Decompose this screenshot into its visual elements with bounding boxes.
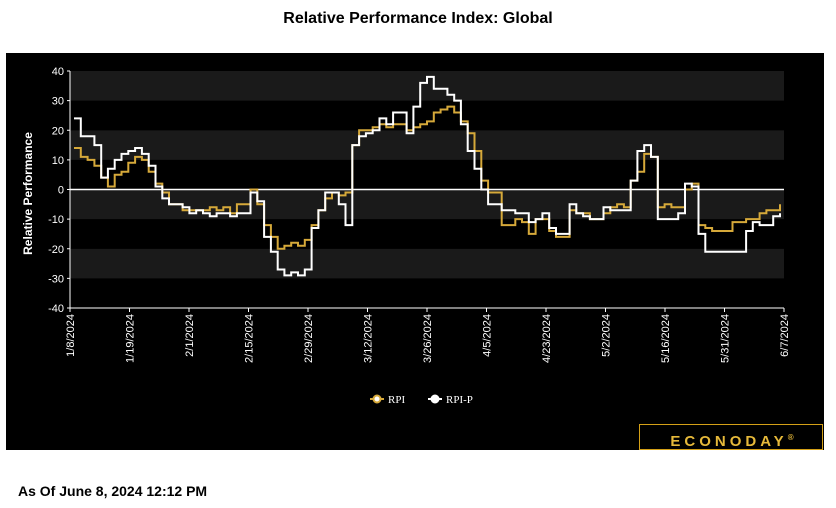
- x-tick-labels: 1/8/2024 1/19/2024 2/1/2024 2/15/2024 2/29/2…: [65, 308, 791, 363]
- legend-marker: [430, 394, 440, 404]
- logo-text: ECONODAY: [670, 433, 788, 450]
- y-tick-label: -30: [48, 273, 64, 285]
- band--40--30: [70, 278, 784, 308]
- y-tick-label: 10: [52, 155, 64, 167]
- band--20--10: [70, 219, 784, 249]
- band-20-30: [70, 100, 784, 131]
- logo-registered-mark: ®: [787, 433, 794, 442]
- y-tick-label: 0: [58, 185, 64, 197]
- x-tick-label: 6/7/2024: [779, 314, 791, 357]
- background-bands: [70, 71, 784, 308]
- y-tick-label: -10: [48, 214, 64, 226]
- chart-title: Relative Performance Index: Global: [283, 10, 553, 27]
- x-tick-label: 4/23/2024: [541, 314, 553, 363]
- x-tick-label: 2/1/2024: [184, 314, 196, 357]
- chart-svg: -40 -30 -20 -10 0 10 20 30 40 1/8/2024 1/19/2024 2…: [21, 66, 791, 406]
- x-tick-label: 5/2/2024: [601, 314, 613, 357]
- x-tick-label: 4/5/2024: [482, 314, 494, 357]
- band-30-40: [70, 71, 784, 101]
- legend-label: RPI: [388, 394, 405, 406]
- y-axis-label: Relative Performance: [21, 132, 35, 255]
- as-of-timestamp: As Of June 8, 2024 12:12 PM: [18, 483, 208, 499]
- x-tick-label: 5/16/2024: [660, 314, 672, 363]
- x-tick-label: 2/29/2024: [303, 314, 315, 363]
- x-tick-label: 2/15/2024: [244, 314, 256, 363]
- legend-marker: [372, 394, 382, 404]
- series-line-rpi-p: [74, 75, 781, 277]
- x-tick-label: 1/19/2024: [125, 314, 137, 363]
- y-tick-label: -20: [48, 244, 64, 256]
- band-0-10: [70, 159, 784, 190]
- y-tick-label: 40: [52, 66, 64, 78]
- band-10-20: [70, 130, 784, 160]
- x-tick-label: 3/12/2024: [363, 314, 375, 363]
- x-tick-label: 5/31/2024: [720, 314, 732, 363]
- econoday-logo: ECONODAY®: [639, 424, 823, 450]
- y-tick-label: 30: [52, 96, 64, 108]
- x-tick-label: 3/26/2024: [422, 314, 434, 363]
- y-tick-label: -40: [48, 303, 64, 315]
- band--30--20: [70, 248, 784, 279]
- y-tick-labels: -40 -30 -20 -10 0 10 20 30 40: [48, 66, 70, 315]
- legend: RPI RPI-P: [370, 394, 473, 406]
- x-tick-label: 1/8/2024: [65, 314, 77, 357]
- series-lines: [74, 75, 781, 277]
- y-tick-label: 20: [52, 125, 64, 137]
- legend-label: RPI-P: [446, 394, 473, 406]
